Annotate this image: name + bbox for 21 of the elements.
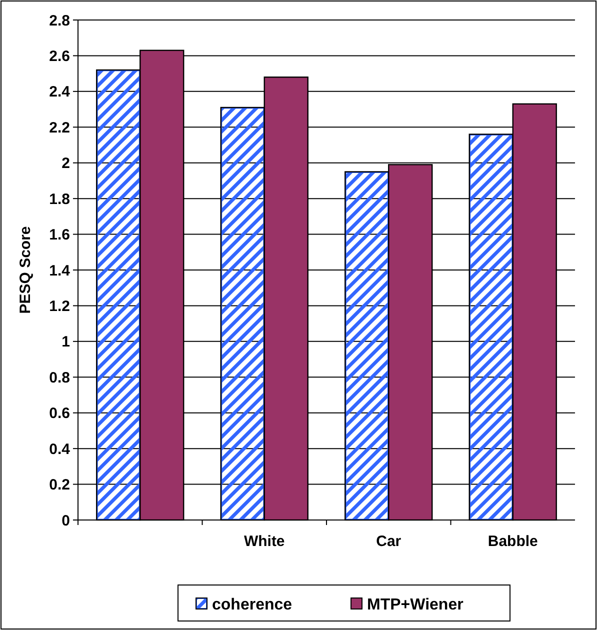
- y-tick-label: 0: [62, 512, 70, 530]
- y-tick-label: 2.8: [49, 12, 70, 30]
- y-tick-label: 1: [62, 334, 70, 351]
- legend-label: coherence: [212, 596, 292, 614]
- y-tick-label: 2.2: [49, 119, 70, 136]
- y-tick-label: 2: [62, 155, 70, 172]
- y-tick-label: 2.4: [49, 84, 71, 101]
- y-tick-label: 0.4: [49, 440, 71, 458]
- y-tick-label: 2.6: [49, 48, 70, 65]
- legend-label: MTP+Wiener: [367, 596, 464, 614]
- y-tick-label: 1.2: [49, 298, 70, 315]
- x-tick-label: White: [244, 533, 285, 550]
- x-tick-label: Babble: [488, 533, 538, 550]
- y-axis-title: PESQ Score: [17, 226, 34, 314]
- y-tick-label: 0.2: [49, 476, 70, 494]
- y-tick-label: 1.6: [49, 226, 70, 244]
- y-tick-label: 0.6: [49, 405, 70, 422]
- y-tick-label: 1.4: [49, 262, 71, 280]
- y-tick-label: 0.8: [49, 369, 70, 386]
- y-tick-label: 1.8: [49, 190, 70, 208]
- x-tick-label: Car: [376, 533, 402, 550]
